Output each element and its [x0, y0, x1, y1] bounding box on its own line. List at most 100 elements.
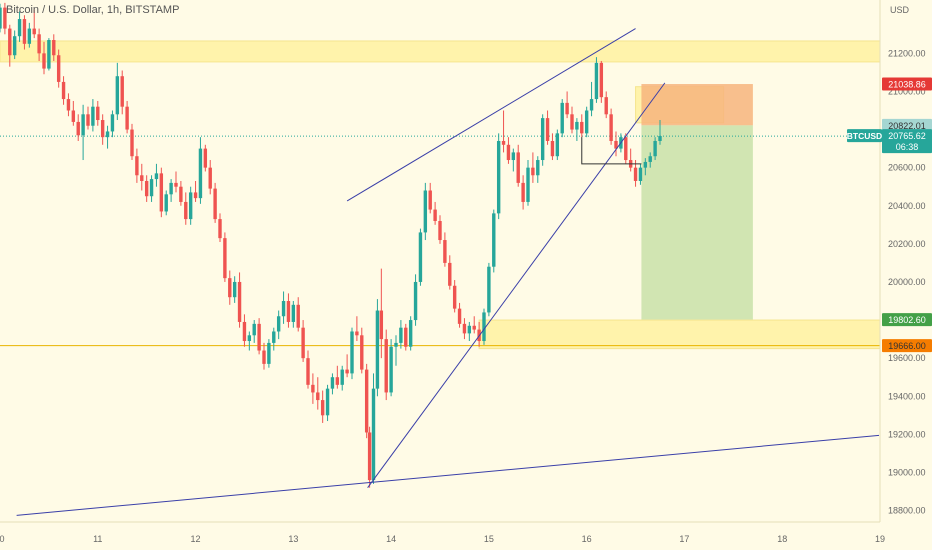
candle-body	[184, 201, 188, 220]
candle-body	[8, 28, 12, 56]
candle-body	[536, 160, 540, 176]
candle-body	[580, 121, 584, 134]
candle-body	[375, 310, 380, 389]
candle-body	[599, 62, 604, 98]
y-tick-label: 19200.00	[888, 429, 926, 439]
candle-body	[81, 114, 85, 136]
candle-body	[521, 182, 525, 202]
candle-body	[384, 339, 388, 393]
candle-body	[96, 106, 100, 121]
candle-body	[526, 167, 530, 202]
candle-body	[291, 304, 296, 322]
candle-body	[355, 331, 359, 336]
candle-body	[584, 110, 589, 134]
candle-body	[149, 179, 154, 197]
candle-countdown: 06:38	[896, 142, 919, 152]
last-price-value: 20765.62	[888, 131, 926, 141]
candle-body	[320, 400, 325, 416]
candle-body	[452, 285, 457, 309]
candle-body	[91, 106, 95, 126]
candle-body	[311, 384, 315, 393]
candle-body	[316, 392, 320, 401]
x-tick-label: 14	[386, 534, 396, 544]
candle-body	[487, 266, 491, 313]
candle-body	[389, 346, 393, 393]
x-tick-label: 12	[191, 534, 201, 544]
candle-body	[3, 7, 7, 29]
candle-body	[242, 321, 247, 342]
last-price-badge	[882, 129, 932, 154]
candle-body	[371, 388, 376, 481]
symbol-badge	[847, 129, 882, 143]
candle-body	[32, 28, 36, 35]
candle-body	[47, 40, 51, 69]
candle-body	[115, 76, 120, 115]
y-tick-label: 20200.00	[888, 239, 926, 249]
candle-body	[408, 320, 413, 347]
candle-body	[589, 99, 594, 111]
candle-body	[325, 388, 330, 416]
candle-body	[570, 114, 574, 130]
candle-body	[301, 327, 305, 359]
candle-body	[174, 182, 178, 187]
candle-body	[120, 76, 124, 107]
candle-body	[100, 120, 105, 138]
candle-body	[276, 316, 281, 332]
candle-body	[252, 323, 256, 336]
candle-body	[213, 188, 217, 220]
candle-body	[462, 323, 467, 334]
candle-body	[237, 281, 242, 322]
candle-body	[457, 308, 462, 324]
candle-body	[223, 238, 227, 279]
price-badge-value: 19666.00	[888, 341, 926, 351]
price-badge-level	[882, 339, 932, 353]
trendline-1	[367, 82, 666, 489]
candle-body	[511, 152, 516, 161]
x-tick-label: 0	[0, 534, 5, 544]
candle-body	[345, 369, 349, 374]
candle-body	[208, 167, 212, 189]
candle-body	[330, 377, 335, 389]
candle-body	[624, 137, 628, 161]
candle-body	[423, 190, 428, 233]
candle-body	[135, 156, 139, 176]
y-tick-label: 21000.00	[888, 86, 926, 96]
y-tick-label: 20600.00	[888, 163, 926, 173]
price-badge-value: 21038.86	[888, 80, 926, 90]
candle-body	[247, 335, 252, 342]
x-tick-label: 17	[679, 534, 689, 544]
zone-2	[478, 319, 881, 350]
candle-body	[198, 148, 203, 199]
candle-body	[658, 136, 662, 141]
candle-body	[61, 81, 66, 100]
candle-body	[203, 148, 208, 168]
candle-body	[71, 110, 76, 122]
candle-body	[418, 232, 423, 282]
candle-body	[262, 350, 266, 364]
candle-body	[496, 140, 501, 214]
price-badge-value: 19802.60	[888, 315, 926, 325]
candle-body	[232, 281, 237, 298]
candle-body	[281, 301, 286, 317]
candle-body	[179, 186, 183, 202]
candle-body	[86, 114, 90, 126]
candle-body	[438, 220, 442, 241]
candle-body	[443, 240, 447, 263]
y-tick-label: 19400.00	[888, 391, 926, 401]
candle-body	[555, 133, 560, 157]
candle-body	[531, 167, 535, 176]
candle-body	[614, 140, 618, 149]
y-tick-label: 19000.00	[888, 467, 926, 477]
candle-body	[638, 167, 643, 181]
x-tick-label: 15	[484, 534, 494, 544]
candle-body	[364, 369, 369, 433]
candle-body	[110, 114, 115, 132]
trendline-0	[16, 434, 880, 516]
candle-body	[272, 331, 276, 343]
price-badge-target	[882, 313, 932, 327]
candle-body	[633, 167, 638, 181]
candle-body	[257, 323, 261, 351]
candle-body	[609, 114, 613, 141]
y-tick-label: 21200.00	[888, 48, 926, 58]
